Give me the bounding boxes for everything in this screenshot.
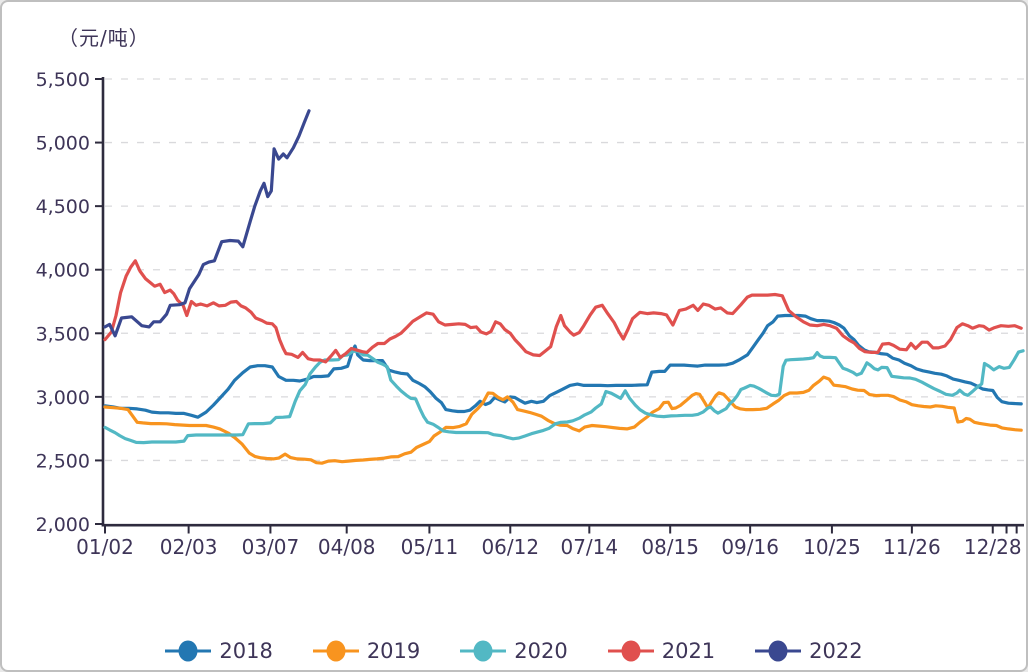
- x-tick-label: 07/14: [560, 535, 618, 559]
- x-axis-ticks: 01/02 02/03 03/07 04/08 05/11 06/12 07/14 08/15…: [76, 526, 1022, 559]
- legend-item-2019[interactable]: 2019: [312, 638, 421, 664]
- legend-marker-2021-icon: [607, 640, 654, 662]
- y-axis-ticks: 5,500 5,000 4,500 4,000 3,500 3,000 2,500 2,000: [36, 69, 102, 536]
- legend-marker-2022-icon: [755, 640, 802, 662]
- legend-item-2020[interactable]: 2020: [460, 638, 568, 664]
- x-tick-label: 02/03: [160, 535, 218, 559]
- y-axis-unit-label: （元/吨）: [58, 26, 150, 50]
- y-tick-label: 2,000: [36, 514, 90, 536]
- legend-label-2022: 2022: [809, 639, 863, 663]
- x-tick-label: 05/11: [401, 535, 459, 559]
- y-tick-label: 2,500: [36, 450, 90, 472]
- legend-label-2018: 2018: [219, 639, 273, 663]
- legend-item-2021[interactable]: 2021: [607, 638, 716, 664]
- x-tick-label: 12/28: [964, 535, 1022, 559]
- legend-marker-2020-icon: [460, 640, 507, 662]
- legend-item-2022[interactable]: 2022: [755, 638, 863, 664]
- chart-legend: 2018 2019 2020 2021 2022: [2, 632, 1026, 670]
- series-2021-line: [103, 259, 1023, 364]
- y-tick-label: 4,000: [36, 260, 90, 282]
- x-tick-label: 04/08: [318, 535, 376, 559]
- legend-label-2019: 2019: [366, 639, 421, 663]
- y-tick-label: 4,500: [36, 196, 90, 218]
- series-2019-line: [103, 375, 1023, 465]
- series-lines: [103, 109, 1025, 465]
- axes: [101, 77, 1024, 527]
- series-2020-line: [103, 349, 1025, 445]
- legend-marker-2019-icon: [312, 640, 359, 662]
- y-tick-label: 3,000: [36, 387, 90, 409]
- x-tick-label: 03/07: [242, 535, 300, 559]
- x-tick-label: 11/26: [883, 535, 941, 559]
- gridlines: [105, 78, 1024, 462]
- y-tick-label: 3,500: [36, 323, 90, 345]
- x-tick-label: 06/12: [481, 535, 539, 559]
- y-tick-label: 5,000: [36, 133, 90, 155]
- x-tick-label: 10/25: [803, 535, 861, 559]
- legend-label-2020: 2020: [514, 639, 568, 663]
- legend-item-2018[interactable]: 2018: [165, 638, 273, 664]
- y-tick-label: 5,500: [36, 69, 90, 91]
- legend-label-2021: 2021: [661, 639, 716, 663]
- series-2022-line: [103, 109, 311, 338]
- legend-marker-2018-icon: [165, 640, 212, 662]
- x-tick-label: 01/02: [76, 535, 134, 559]
- x-tick-label: 08/15: [641, 535, 699, 559]
- x-tick-label: 09/16: [721, 535, 779, 559]
